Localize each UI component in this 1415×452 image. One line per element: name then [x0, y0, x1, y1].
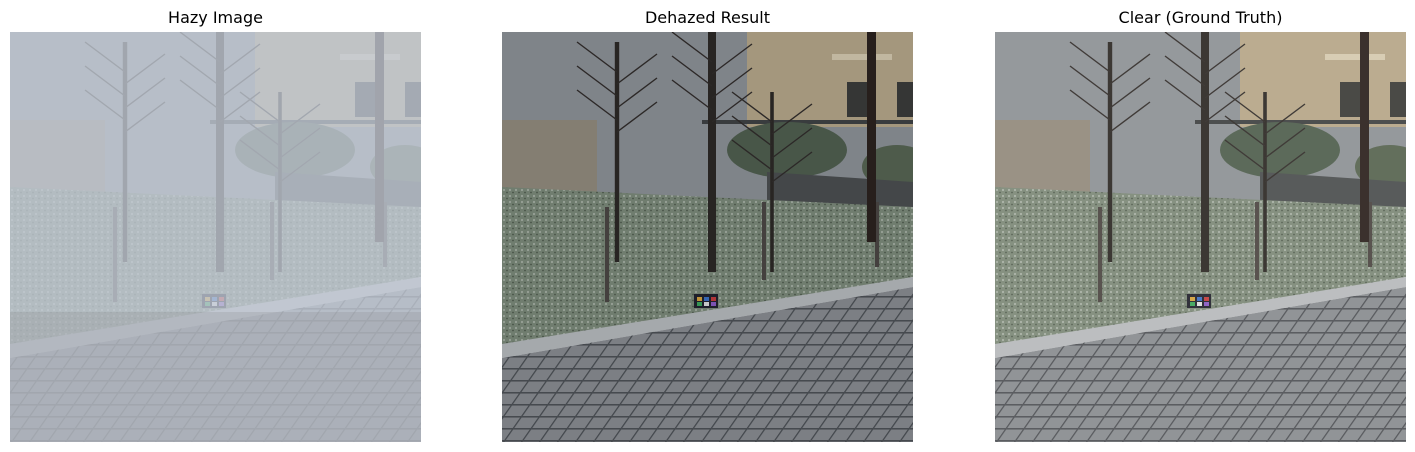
- tree-stake: [1368, 202, 1372, 267]
- building: [1240, 32, 1406, 127]
- building-window: [1340, 82, 1360, 117]
- tree-trunk: [708, 32, 716, 272]
- haze-overlay: [10, 32, 421, 442]
- building-window: [897, 82, 913, 117]
- utility-pole: [1360, 32, 1369, 242]
- color-patch: [1204, 297, 1209, 301]
- tree-branch: [1164, 55, 1206, 87]
- tree-branch: [711, 43, 753, 75]
- tree-branch: [1224, 115, 1266, 147]
- tree-branch: [1204, 43, 1246, 75]
- color-patch: [697, 302, 702, 306]
- tree-branch: [616, 53, 658, 85]
- tree-branch: [1069, 89, 1111, 121]
- tree-branch: [1224, 91, 1266, 123]
- fence: [702, 120, 913, 124]
- grass-slope: [995, 187, 1406, 347]
- tree-branch: [576, 89, 618, 121]
- utility-pole: [867, 32, 876, 242]
- tree-stake: [1255, 202, 1259, 280]
- haze-fade-ground: [10, 312, 421, 442]
- tree-branch: [1224, 139, 1266, 171]
- tree-branch: [1164, 79, 1206, 111]
- tree-branch: [1069, 65, 1111, 97]
- building: [747, 32, 913, 127]
- tree-branch: [671, 55, 713, 87]
- contrast-overlay: [502, 32, 913, 442]
- hedge-bush: [1220, 122, 1340, 178]
- color-patch: [1197, 302, 1202, 306]
- tree-trunk: [1107, 42, 1113, 262]
- curb: [502, 277, 913, 358]
- building-ledge: [832, 54, 892, 60]
- hedge-bush: [727, 122, 847, 178]
- dehazed-image: [502, 32, 913, 442]
- color-patch: [711, 302, 716, 306]
- fence: [1195, 120, 1406, 124]
- pavement: [995, 287, 1406, 442]
- tree-branch: [1204, 91, 1246, 123]
- tree-trunk: [614, 42, 620, 262]
- hazy-image: [10, 32, 421, 442]
- curb: [995, 277, 1406, 358]
- tree-branch: [1109, 101, 1151, 133]
- tree-branch: [616, 77, 658, 109]
- dry-hedge: [502, 120, 597, 200]
- tree-stake: [762, 202, 766, 280]
- tree-branch: [1204, 67, 1246, 99]
- tree-stake: [875, 202, 879, 267]
- tree-branch: [1164, 32, 1206, 63]
- building-window: [1390, 82, 1406, 117]
- color-patch: [1190, 302, 1195, 306]
- color-patch: [1190, 297, 1195, 301]
- tree-branch: [576, 41, 618, 73]
- tree-branch: [576, 65, 618, 97]
- figure-panel-hazy: Hazy Image: [10, 0, 421, 452]
- tree-branch: [1069, 41, 1111, 73]
- tree-branch: [771, 103, 813, 135]
- tone-overlay: [995, 32, 1406, 442]
- tree-stake: [1098, 207, 1102, 302]
- color-patch: [1204, 302, 1209, 306]
- figure-panel-dehazed: Dehazed Result: [502, 0, 913, 452]
- tree-branch: [731, 115, 773, 147]
- tree-trunk: [1201, 32, 1209, 272]
- tree-branch: [1264, 151, 1306, 183]
- color-patch: [711, 297, 716, 301]
- tree-branch: [671, 79, 713, 111]
- dry-hedge: [995, 120, 1090, 200]
- color-patch: [697, 297, 702, 301]
- color-patch: [1197, 297, 1202, 301]
- tree-branch: [731, 91, 773, 123]
- tree-branch: [1264, 127, 1306, 159]
- figure-panel-clear: Clear (Ground Truth): [995, 0, 1406, 452]
- panel-title: Clear (Ground Truth): [1118, 8, 1283, 27]
- color-chart: [1187, 294, 1211, 308]
- grass-slope: [502, 187, 913, 347]
- tree-branch: [731, 139, 773, 171]
- pavement: [502, 287, 913, 442]
- tree-branch: [771, 127, 813, 159]
- tree-branch: [1109, 53, 1151, 85]
- color-patch: [704, 297, 709, 301]
- tree-branch: [771, 151, 813, 183]
- color-patch: [704, 302, 709, 306]
- tree-branch: [1264, 103, 1306, 135]
- tree-branch: [711, 91, 753, 123]
- tree-branch: [616, 101, 658, 133]
- panel-title: Dehazed Result: [644, 8, 771, 27]
- clear-image: [995, 32, 1406, 442]
- color-chart: [694, 294, 718, 308]
- tree-branch: [711, 67, 753, 99]
- tree-branch: [671, 32, 713, 63]
- building-window: [847, 82, 867, 117]
- tree-stake: [605, 207, 609, 302]
- tree-branch: [1109, 77, 1151, 109]
- building-ledge: [1325, 54, 1385, 60]
- panel-title: Hazy Image: [168, 8, 263, 27]
